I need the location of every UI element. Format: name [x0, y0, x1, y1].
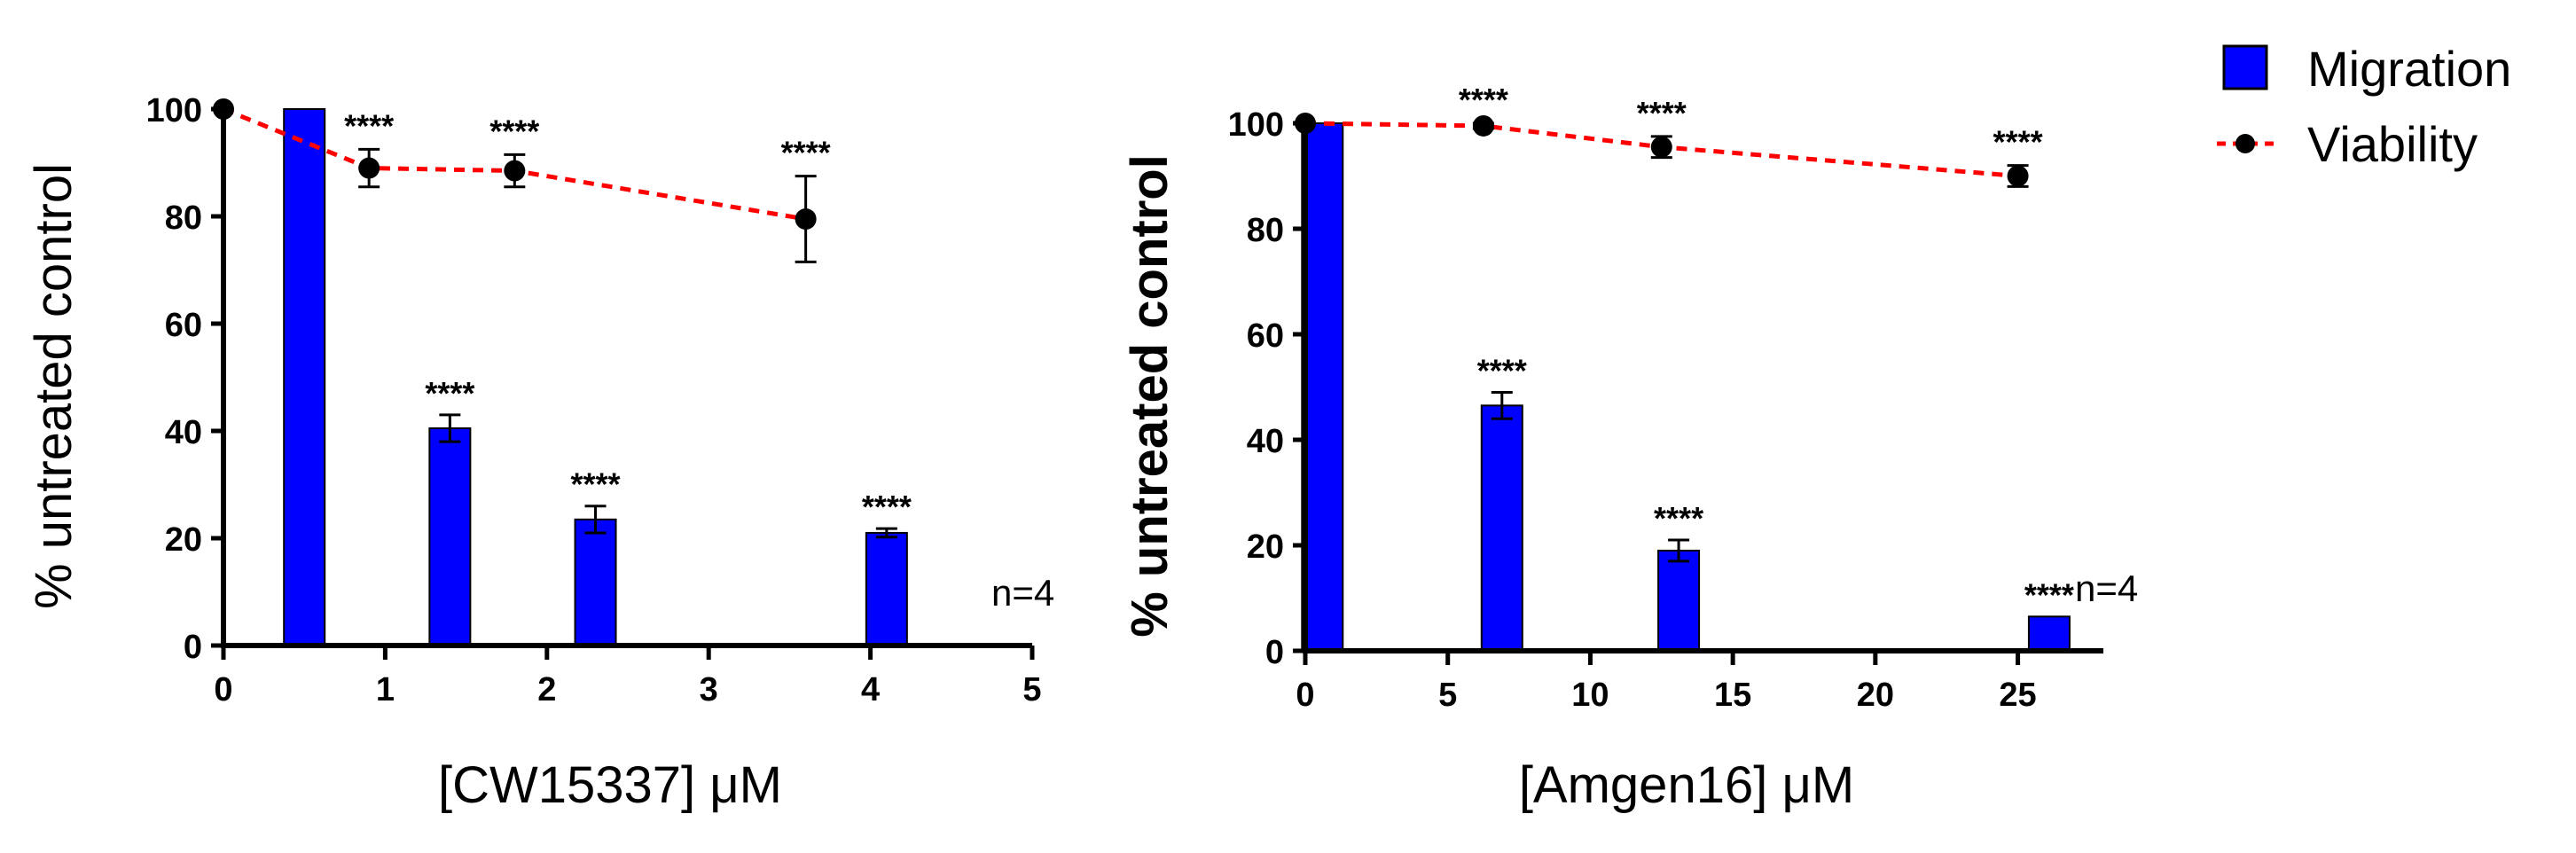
migration-bar	[1657, 549, 1701, 653]
migration-significance-label: ****	[862, 489, 912, 525]
viability-significance-label: ****	[781, 135, 831, 171]
x-tick-label: 0	[214, 671, 232, 708]
migration-bar	[428, 426, 472, 646]
viability-point	[504, 160, 526, 182]
legend: Migration Viability	[2217, 41, 2511, 172]
viability-significance-label: ****	[1637, 95, 1687, 131]
y-tick-label: 20	[165, 521, 202, 559]
viability-significance-label: ****	[489, 113, 539, 149]
viability-point	[2007, 165, 2029, 187]
x-axis-title: [CW15337] μM	[438, 756, 782, 814]
x-tick-label: 20	[1857, 677, 1894, 714]
x-axis-title: [Amgen16] μM	[1519, 756, 1854, 814]
migration-significance-label: ****	[570, 466, 620, 503]
x-tick-label: 15	[1714, 677, 1751, 714]
x-tick-label: 25	[1999, 677, 2036, 714]
migration-bar	[1480, 404, 1523, 652]
x-tick-label: 0	[1296, 677, 1314, 714]
viability-point	[1650, 136, 1672, 158]
y-tick-label: 80	[1247, 212, 1284, 249]
y-tick-label: 40	[165, 414, 202, 451]
legend-migration-label: Migration	[2307, 41, 2511, 97]
chart-panel-amgen16: **** **** **** **** **** **** 0 20 40 60 80 100 0 5 10…	[1121, 82, 2138, 814]
y-tick-label: 80	[165, 200, 202, 237]
x-tick-label: 4	[861, 671, 880, 708]
y-tick-label: 100	[146, 92, 202, 129]
y-axis-title: % untreated control	[1121, 154, 1178, 638]
y-tick-label: 60	[1247, 317, 1284, 355]
y-tick-label: 60	[165, 307, 202, 344]
y-tick-label: 0	[1265, 634, 1284, 671]
migration-bar	[1301, 122, 1344, 652]
viability-line	[1304, 121, 2018, 178]
migration-significance-label: ****	[1654, 500, 1703, 536]
viability-line	[223, 106, 807, 222]
viability-point	[795, 208, 817, 231]
y-tick-label: 0	[184, 629, 202, 666]
viability-significance-label: ****	[1459, 82, 1508, 118]
viability-point	[358, 157, 380, 179]
x-tick-label: 10	[1571, 677, 1609, 714]
x-tick-label: 3	[700, 671, 718, 708]
migration-significance-label: ****	[1477, 352, 1527, 388]
migration-significance-label: ****	[425, 375, 474, 411]
legend-viability-dot	[2235, 134, 2255, 153]
migration-bar	[283, 108, 326, 646]
legend-migration-swatch	[2222, 44, 2268, 90]
x-tick-label: 1	[376, 671, 395, 708]
viability-significance-label: ****	[1993, 124, 2043, 160]
y-axis-title: % untreated control	[25, 163, 82, 609]
sample-size-label: n=4	[991, 572, 1054, 614]
migration-bar	[2027, 615, 2071, 653]
x-tick-label: 5	[1438, 677, 1457, 714]
migration-bar	[574, 518, 617, 647]
chart-panel-cw15337: **** **** **** **** **** **** 0 20 40 60 80 100 0 1 2 3…	[25, 92, 1054, 814]
y-tick-label: 40	[1247, 423, 1284, 460]
migration-significance-label: ****	[2024, 576, 2074, 613]
y-tick-label: 100	[1228, 106, 1284, 144]
migration-bar	[865, 531, 908, 647]
y-tick-label: 20	[1247, 528, 1284, 566]
viability-significance-label: ****	[344, 107, 394, 144]
viability-point	[1472, 114, 1494, 137]
x-tick-label: 2	[537, 671, 556, 708]
sample-size-label: n=4	[2075, 567, 2138, 609]
x-tick-label: 5	[1022, 671, 1041, 708]
legend-viability-label: Viability	[2307, 116, 2478, 172]
